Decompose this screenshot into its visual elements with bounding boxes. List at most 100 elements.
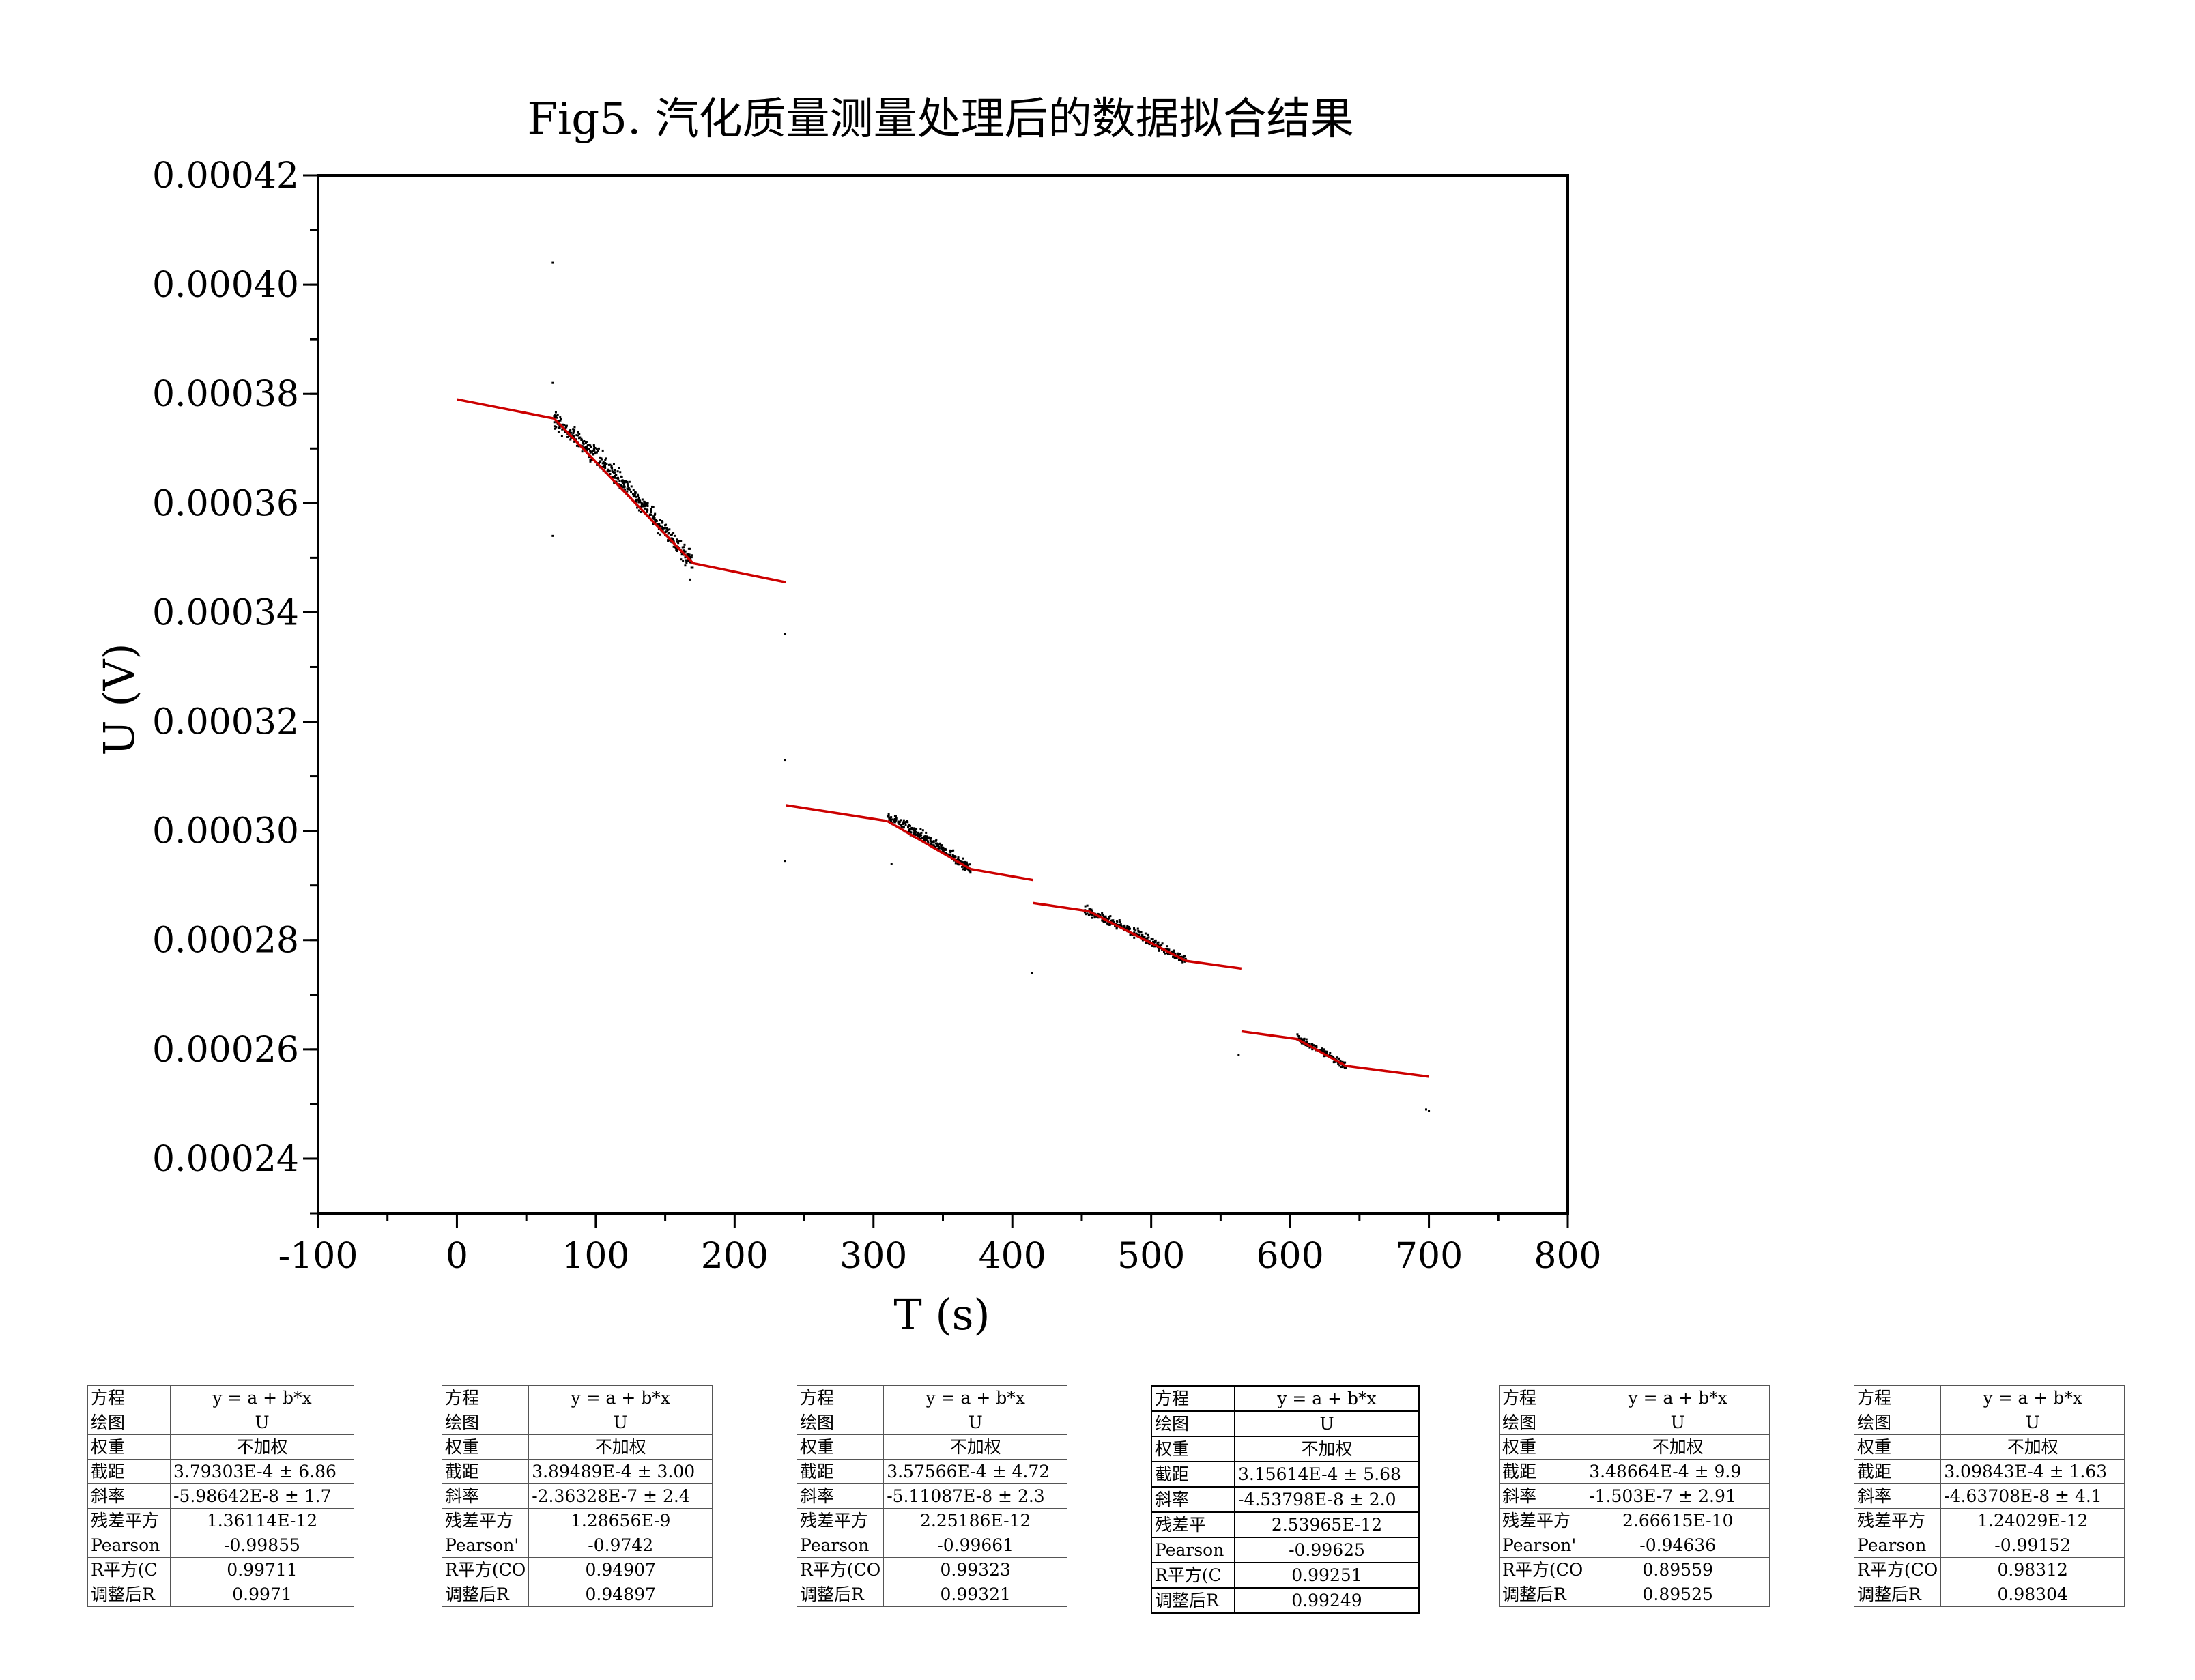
data-point: [638, 510, 640, 512]
data-point: [1306, 1041, 1308, 1043]
fit-table-row: 截距 3.79303E-4 ± 6.86: [88, 1460, 354, 1484]
x-tick-label: 700: [1395, 1236, 1463, 1277]
data-point: [1141, 934, 1143, 936]
fit-table-row: 调整后R 0.89525: [1500, 1582, 1770, 1607]
data-point: [617, 470, 619, 472]
fit-line: [1345, 1066, 1429, 1077]
data-point: [682, 560, 684, 562]
fit-table-key: 方程: [1500, 1386, 1586, 1410]
fit-table-row: 残差平方 1.24029E-12: [1854, 1509, 2125, 1533]
fit-table-row: 斜率 -2.36328E-7 ± 2.4: [442, 1484, 713, 1509]
fit-line: [554, 418, 693, 563]
fit-table-row: R平方(C 0.99251: [1151, 1563, 1419, 1588]
fit-table-row: Pearson' -0.9742: [442, 1533, 713, 1558]
fit-table-row: 残差平方 1.28656E-9: [442, 1509, 713, 1533]
fit-table-key: 调整后R: [1854, 1582, 1941, 1607]
data-point: [577, 435, 579, 437]
fit-table-value: 1.36114E-12: [171, 1509, 354, 1533]
data-point: [962, 858, 964, 860]
data-point: [614, 469, 616, 471]
data-point: [573, 431, 575, 433]
data-point: [627, 484, 629, 487]
data-point: [1133, 937, 1135, 939]
data-point: [909, 825, 911, 827]
fit-table-value: 0.99323: [884, 1558, 1067, 1582]
data-point: [619, 471, 621, 473]
data-point: [577, 431, 579, 433]
data-point: [582, 450, 584, 452]
data-point: [958, 856, 960, 858]
fit-table-key: 斜率: [797, 1484, 884, 1509]
data-point: [570, 432, 572, 434]
fit-line: [693, 563, 786, 582]
data-point: [964, 869, 966, 871]
data-point: [554, 428, 556, 430]
data-point: [680, 540, 682, 542]
data-point: [553, 415, 555, 417]
data-point-outlier: [551, 535, 554, 537]
fit-table-row: 调整后R 0.9971: [88, 1582, 354, 1607]
data-point: [1102, 914, 1104, 916]
data-point: [580, 439, 582, 441]
data-point: [1109, 915, 1111, 917]
data-point: [1181, 961, 1183, 964]
data-point: [652, 506, 655, 508]
data-point: [922, 829, 924, 831]
data-point: [1091, 917, 1093, 919]
fit-table-row: 绘图 U: [1854, 1410, 2125, 1435]
data-point: [630, 491, 632, 493]
fit-table-key: 截距: [1854, 1460, 1941, 1484]
data-point: [685, 559, 687, 561]
data-point: [927, 840, 929, 842]
data-point: [888, 813, 890, 815]
fit-table-value: U: [884, 1410, 1067, 1435]
fit-table-value: -5.98642E-8 ± 1.7: [171, 1484, 354, 1509]
fit-table-row: 截距 3.89489E-4 ± 3.00: [442, 1460, 713, 1484]
fit-table-row: 截距 3.15614E-4 ± 5.68: [1151, 1462, 1419, 1487]
fit-table-row: 方程 y = a + b*x: [88, 1386, 354, 1410]
data-point: [1296, 1033, 1298, 1035]
fit-table-value: -0.99152: [1941, 1533, 2125, 1558]
fit-table-row: 截距 3.09843E-4 ± 1.63: [1854, 1460, 2125, 1484]
data-point: [599, 457, 601, 459]
x-tick-label: 0: [446, 1236, 468, 1277]
data-point: [1306, 1039, 1308, 1041]
fit-table-value: y = a + b*x: [171, 1386, 354, 1410]
fit-table-key: 残差平: [1151, 1512, 1235, 1537]
data-point: [614, 476, 616, 478]
y-tick-label: 0.00034: [152, 592, 299, 633]
fit-table-row: 调整后R 0.94897: [442, 1582, 713, 1607]
data-point: [1106, 923, 1108, 925]
fit-table-value: 0.99251: [1235, 1563, 1419, 1588]
fit-table-key: 绘图: [1854, 1410, 1941, 1435]
fit-table-value: 3.15614E-4 ± 5.68: [1235, 1462, 1419, 1487]
data-point: [589, 459, 591, 461]
data-point: [659, 534, 661, 536]
data-point: [589, 450, 591, 452]
data-point: [593, 444, 595, 446]
data-point: [672, 532, 674, 534]
x-tick-label: 200: [701, 1236, 769, 1277]
data-point: [588, 448, 590, 450]
fit-table-key: R平方(C: [1151, 1563, 1235, 1588]
fit-table-value: 0.94897: [529, 1582, 713, 1607]
fit-table-value: -0.9742: [529, 1533, 713, 1558]
fit-table-row: 斜率 -5.98642E-8 ± 1.7: [88, 1484, 354, 1509]
data-point: [1108, 917, 1110, 919]
data-point: [654, 514, 656, 516]
data-point: [670, 534, 672, 536]
data-point: [644, 505, 646, 507]
data-point: [566, 436, 569, 438]
fit-table-value: 不加权: [1941, 1435, 2125, 1460]
data-point: [555, 415, 557, 417]
data-point: [664, 524, 666, 526]
data-point: [643, 501, 645, 503]
data-point: [566, 425, 568, 427]
fit-table-row: 残差平方 1.36114E-12: [88, 1509, 354, 1533]
data-point: [655, 519, 657, 521]
data-point: [900, 826, 902, 828]
data-point: [604, 467, 606, 469]
fit-table-row: 权重 不加权: [88, 1435, 354, 1460]
data-point: [613, 472, 615, 474]
fit-table-value: y = a + b*x: [529, 1386, 713, 1410]
